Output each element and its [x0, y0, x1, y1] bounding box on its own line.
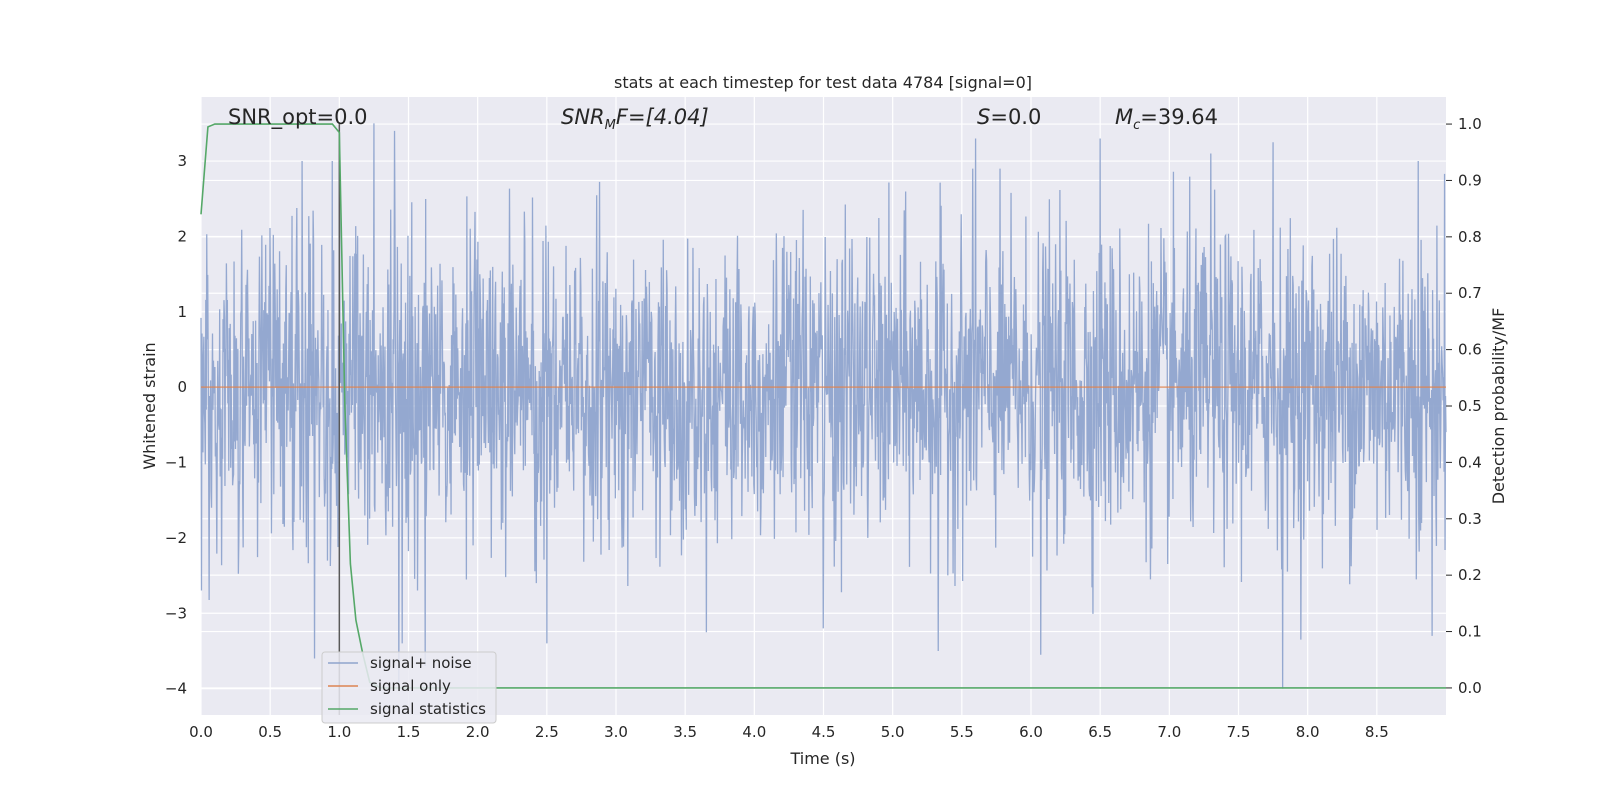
y-axis-right-label: Detection probability/MF [1489, 308, 1508, 505]
y-right-tick-label: 0.7 [1458, 284, 1482, 302]
x-tick-label: 7.5 [1227, 723, 1251, 741]
x-tick-label: 1.5 [397, 723, 421, 741]
annotation-snr-opt: SNR_opt=0.0 [228, 105, 368, 130]
y-axis-right: 1.0 0.9 0.8 0.7 0.6 0.5 0.4 0.3 0.2 0.1 0.0 [1446, 115, 1482, 697]
y-right-tick-label: 0.9 [1458, 171, 1482, 189]
x-tick-label: 3.0 [604, 723, 628, 741]
legend-label-signal-only: signal only [370, 677, 451, 695]
y-right-tick-label: 0.2 [1458, 566, 1482, 584]
x-tick-label: 3.5 [673, 723, 697, 741]
y-axis-left: 3 2 1 0 −1 −2 −3 −4 [165, 152, 187, 698]
x-tick-label: 5.5 [950, 723, 974, 741]
x-axis-label: Time (s) [789, 749, 855, 768]
y-right-tick-label: 0.5 [1458, 397, 1482, 415]
y-tick-label: −2 [165, 529, 187, 547]
x-axis: 0.0 0.5 1.0 1.5 2.0 2.5 3.0 3.5 4.0 4.5 5.0 5.5 6.0 6… [189, 723, 1389, 741]
x-tick-label: 0.5 [258, 723, 282, 741]
y-tick-label: 3 [177, 152, 187, 170]
x-tick-label: 2.5 [535, 723, 559, 741]
legend-label-signal-statistics: signal statistics [370, 700, 486, 718]
y-tick-label: −1 [165, 454, 187, 472]
annotation-s: S=0.0 [977, 105, 1041, 129]
y-tick-label: −4 [165, 680, 187, 698]
x-tick-label: 4.5 [812, 723, 836, 741]
y-tick-label: 2 [177, 227, 187, 245]
x-tick-label: 7.0 [1157, 723, 1181, 741]
y-right-tick-label: 0.1 [1458, 623, 1482, 641]
y-tick-label: 0 [177, 378, 187, 396]
annotations: SNR_opt=0.0 SNRMF=[4.04] S=0.0 Mc=39.64 [228, 105, 1218, 133]
y-right-tick-label: 0.0 [1458, 679, 1482, 697]
legend-label-signal-noise: signal+ noise [370, 654, 472, 672]
y-right-tick-label: 0.4 [1458, 453, 1482, 471]
x-tick-label: 1.0 [327, 723, 351, 741]
x-tick-label: 6.0 [1019, 723, 1043, 741]
x-tick-label: 2.0 [466, 723, 490, 741]
y-right-tick-label: 0.8 [1458, 228, 1482, 246]
series-signal-noise [200, 123, 1447, 689]
x-tick-label: 5.0 [881, 723, 905, 741]
y-right-tick-label: 1.0 [1458, 115, 1482, 133]
annotation-mc: Mc=39.64 [1115, 105, 1218, 133]
legend: signal+ noise signal only signal statist… [321, 651, 497, 724]
legend-box [321, 651, 497, 724]
y-right-tick-label: 0.3 [1458, 510, 1482, 528]
x-tick-label: 0.0 [189, 723, 213, 741]
y-tick-label: 1 [177, 303, 187, 321]
x-tick-label: 6.5 [1088, 723, 1112, 741]
y-axis-label: Whitened strain [140, 342, 159, 469]
y-right-tick-label: 0.6 [1458, 341, 1482, 359]
x-tick-label: 8.5 [1365, 723, 1389, 741]
x-tick-label: 8.0 [1296, 723, 1320, 741]
x-tick-label: 4.0 [742, 723, 766, 741]
y-tick-label: −3 [165, 604, 187, 622]
chart-title: stats at each timestep for test data 478… [614, 73, 1032, 92]
annotation-snr-mf: SNRMF=[4.04] [561, 105, 709, 133]
